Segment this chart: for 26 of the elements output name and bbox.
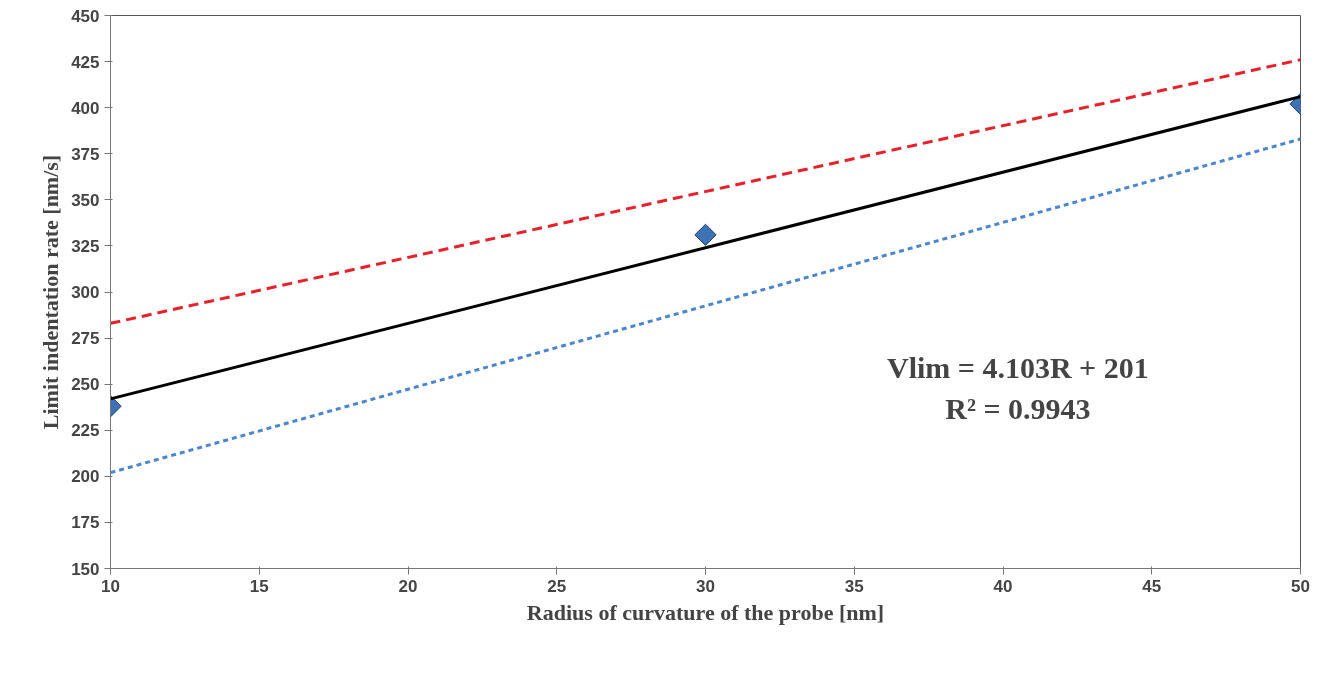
x-tick-label: 50 — [1291, 576, 1310, 596]
y-tick-label: 425 — [71, 52, 100, 72]
y-tick-label: 225 — [71, 421, 100, 441]
y-tick-label: 275 — [71, 329, 100, 349]
x-tick-label: 40 — [993, 576, 1013, 596]
x-tick-label: 25 — [547, 576, 567, 596]
x-axis-title: Radius of curvature of the probe [nm] — [526, 599, 885, 625]
x-tick-label: 30 — [696, 576, 715, 596]
y-tick-label: 150 — [71, 559, 100, 579]
annotation: Vlim = 4.103R + 201 — [887, 351, 1149, 385]
x-tick-label: 15 — [249, 576, 269, 596]
y-tick-label: 175 — [71, 513, 100, 533]
annotation: R² = 0.9943 — [945, 391, 1091, 425]
y-tick-label: 450 — [71, 6, 100, 26]
x-tick-label: 10 — [101, 576, 120, 596]
y-tick-label: 250 — [71, 375, 100, 395]
y-tick-label: 375 — [71, 144, 100, 164]
x-tick-label: 20 — [398, 576, 418, 596]
y-tick-label: 200 — [71, 467, 100, 487]
x-tick-label: 35 — [844, 576, 864, 596]
y-tick-label: 350 — [71, 190, 100, 210]
y-tick-label: 300 — [71, 283, 100, 302]
y-tick-label: 400 — [71, 98, 100, 118]
y-tick-label: 325 — [71, 236, 100, 256]
x-tick-label: 45 — [1142, 576, 1162, 596]
y-axis-title: Limit indentation rate [nm/s] — [38, 154, 64, 430]
